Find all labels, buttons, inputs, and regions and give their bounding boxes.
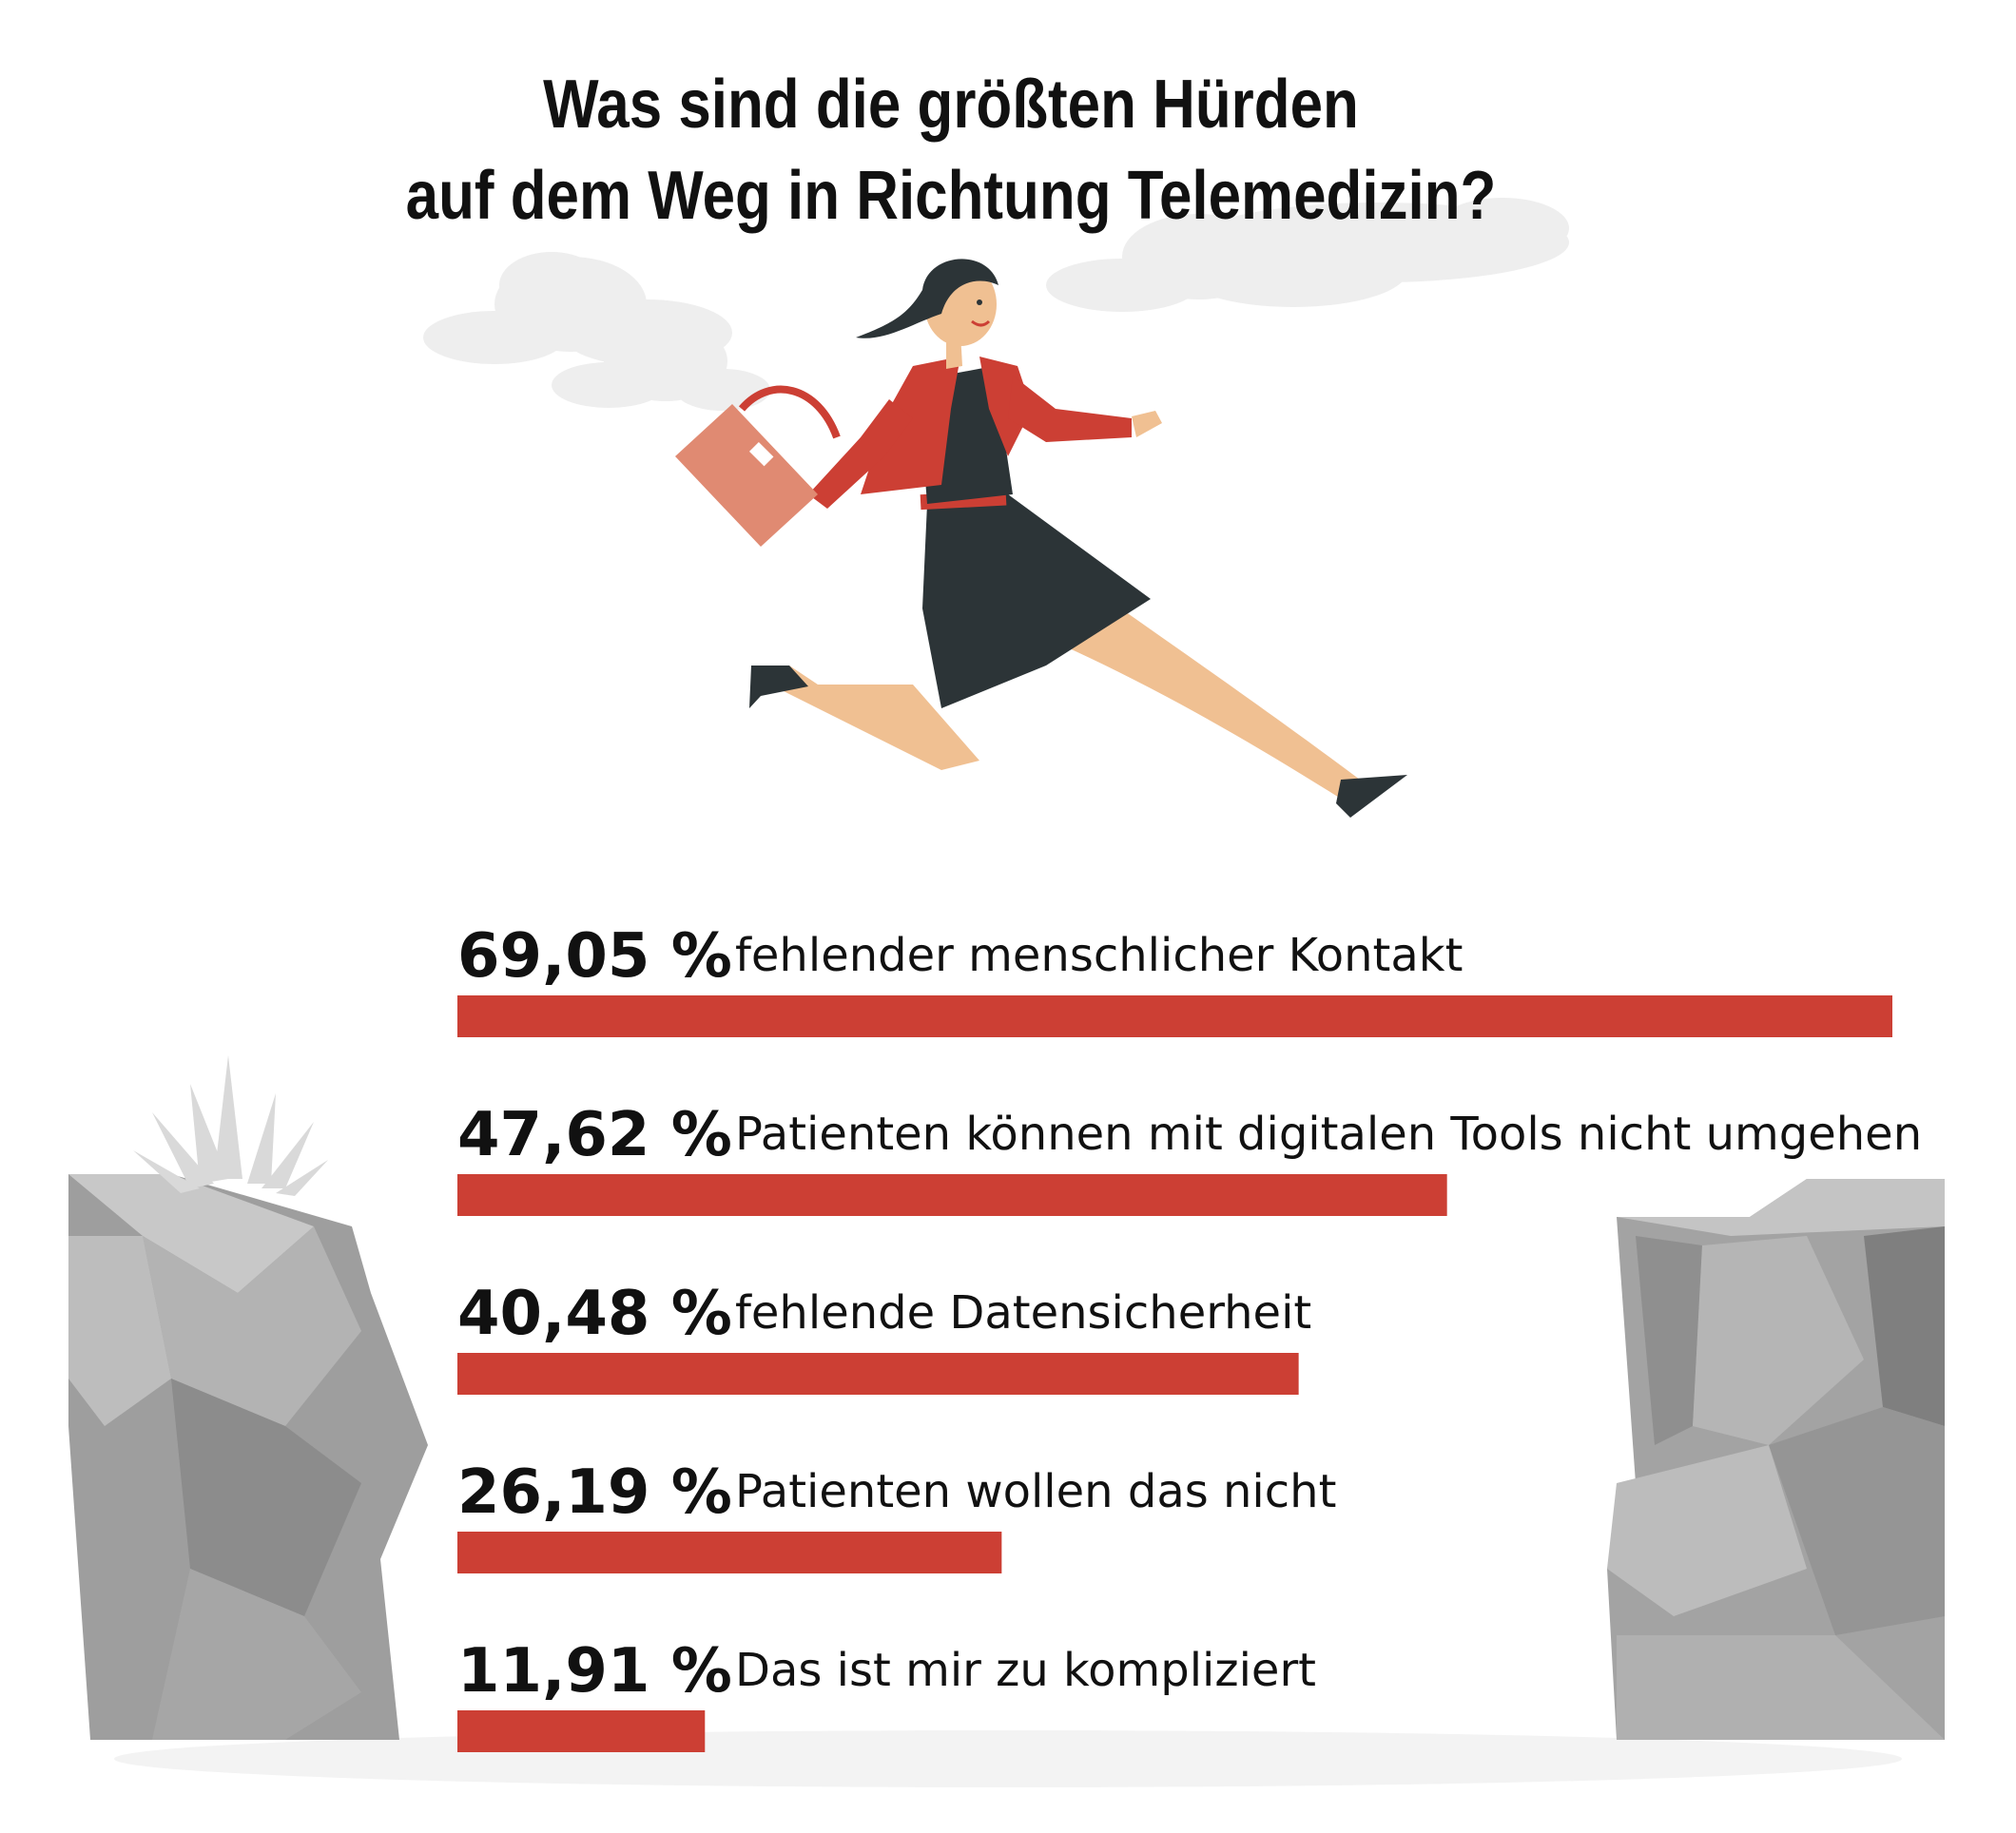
bar: [457, 995, 1892, 1037]
bar-value-label: 40,48 %: [457, 1279, 732, 1349]
bar: [457, 1710, 706, 1752]
title-line-2: auf dem Weg in Richtung Telemedizin?: [405, 158, 1497, 234]
bar-value-label: 26,19 %: [457, 1457, 732, 1528]
bar: [457, 1532, 1002, 1573]
left-cliff: [68, 1055, 428, 1740]
title-line-1: Was sind die größten Hürden: [543, 67, 1359, 143]
chart-title: Was sind die größten Hürden auf dem Weg …: [133, 59, 1769, 241]
running-woman-illustration: [675, 259, 1407, 818]
bar-category-label: Patienten können mit digitalen Tools nic…: [735, 1108, 1922, 1161]
cloud-right: [1046, 198, 1569, 312]
bar-value-label: 69,05 %: [457, 921, 732, 992]
right-cliff: [1607, 1179, 1945, 1740]
bar-category-label: fehlende Datensicherheit: [735, 1286, 1311, 1340]
bar-value-label: 11,91 %: [457, 1636, 732, 1707]
bar-value-label: 47,62 %: [457, 1100, 732, 1170]
bar-category-label: Patienten wollen das nicht: [735, 1465, 1336, 1518]
bar: [457, 1174, 1447, 1216]
bar-category-label: fehlender menschlicher Kontakt: [735, 929, 1463, 982]
bar-category-label: Das ist mir zu kompliziert: [735, 1644, 1316, 1697]
bar: [457, 1353, 1299, 1395]
